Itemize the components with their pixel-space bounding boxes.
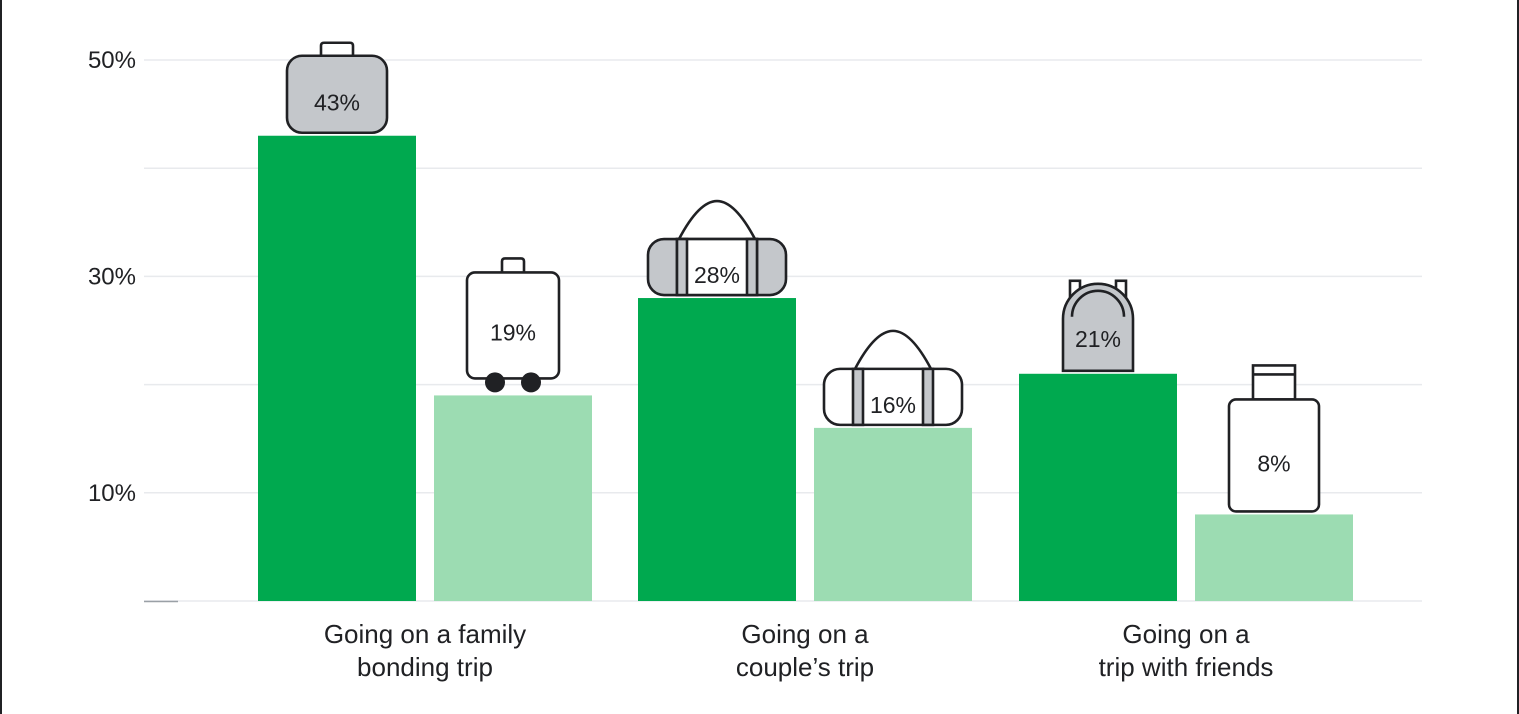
category-label-1-line-2: bonding trip <box>357 652 493 682</box>
bar-2-series-1 <box>638 298 796 601</box>
bar-1-series-2 <box>434 395 592 601</box>
y-tick-label-30: 30% <box>88 263 136 290</box>
suitcase-icon <box>285 41 389 135</box>
bar-3-series-1 <box>1019 373 1177 601</box>
y-tick-label-50: 50% <box>88 47 136 74</box>
category-label-3-line-2: trip with friends <box>1099 652 1274 682</box>
data-label-1-2: 19% <box>490 319 536 345</box>
data-label-2-1: 28% <box>694 262 740 288</box>
bars <box>258 135 1353 602</box>
bar-3-series-2 <box>1195 514 1353 601</box>
category-label-3-line-1: Going on a <box>1122 619 1250 649</box>
y-tick-label-10: 10% <box>88 480 136 507</box>
bar-icons: 43% 19% 28% 16% 21% 8% <box>285 41 1321 513</box>
category-label-2-line-2: couple’s trip <box>736 652 874 682</box>
y-axis-ticks: 50% 30% 10% <box>88 47 136 507</box>
category-label-2-line-1: Going on a <box>741 619 869 649</box>
backpack-icon <box>1061 279 1135 373</box>
carry-on-suitcase-icon <box>1227 364 1321 513</box>
data-label-3-2: 8% <box>1257 450 1290 476</box>
data-label-1-1: 43% <box>314 90 360 116</box>
bar-1-series-1 <box>258 135 416 602</box>
bar-2-series-2 <box>814 427 972 601</box>
data-label-2-2: 16% <box>870 392 916 418</box>
data-label-3-1: 21% <box>1075 326 1121 352</box>
duffel-bag-icon <box>646 199 788 297</box>
rolling-suitcase-icon <box>465 257 561 393</box>
category-label-1-line-1: Going on a family <box>324 619 526 649</box>
duffel-bag-icon <box>822 329 964 427</box>
